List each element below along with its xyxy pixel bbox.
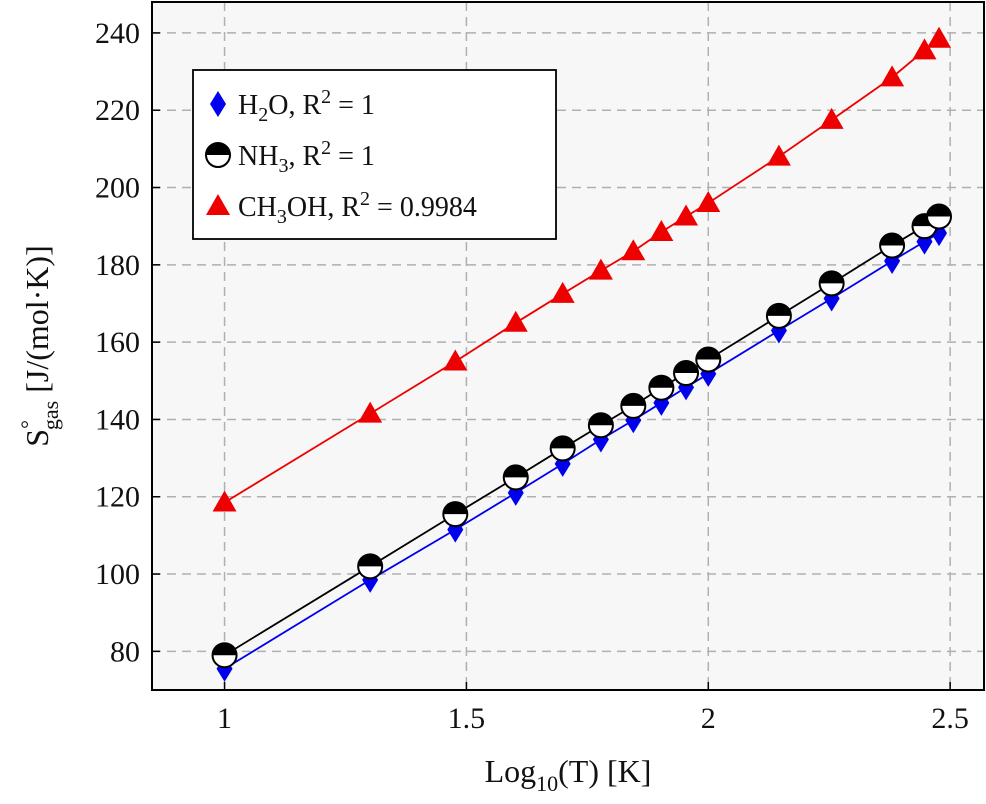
data-point [818,270,845,297]
data-point [357,553,384,580]
series-markers-1 [211,203,953,669]
data-point [695,346,722,373]
data-point [880,65,905,87]
data-point [212,490,237,512]
data-point [696,190,721,212]
x-tick-label: 1.5 [448,702,486,735]
y-tick-label: 220 [95,94,140,127]
legend-marker [206,194,230,215]
data-point [673,360,700,387]
data-point [620,392,647,419]
legend-label: NH3, R2 = 1 [238,137,375,177]
x-tick-label: 2.5 [931,702,969,735]
data-point [211,642,238,669]
data-point [588,258,613,280]
y-tick-label: 80 [110,635,140,668]
legend: H2O, R2 = 1 NH3, R2 = 1 CH3OH, R2 = 0.9984 [192,69,557,240]
x-axis-title: Log10(T) [K] [485,753,652,796]
data-point [549,435,576,462]
data-point [674,204,699,226]
data-point [503,310,528,332]
y-tick-label: 160 [95,326,140,359]
y-tick-label: 200 [95,172,140,205]
legend-label: CH3OH, R2 = 0.9984 [238,188,477,228]
data-point [648,374,675,401]
legend-item-2: CH3OH, R2 = 0.9984 [206,188,477,228]
data-point [765,302,792,329]
data-point [442,501,469,528]
y-axis-title: S°gas [J/(mol·K)] [16,245,63,446]
data-point [550,281,575,303]
data-point [443,349,468,371]
y-tick-label: 100 [95,558,140,591]
data-point [819,107,844,129]
legend-marker [210,91,226,117]
data-point [502,464,529,491]
x-tick-label: 1 [217,702,232,735]
data-point [766,144,791,166]
plot-frame [151,1,985,691]
legend-item-0: H2O, R2 = 1 [210,86,375,126]
data-point [879,232,906,259]
y-tick-label: 120 [95,481,140,514]
legend-item-1: NH3, R2 = 1 [205,137,375,177]
legend-marker [205,142,231,168]
data-point [649,219,674,241]
legend-box [192,69,557,240]
data-point [587,412,614,439]
data-point [912,38,937,60]
y-tick-label: 180 [95,249,140,282]
data-point [926,203,953,230]
data-point [927,26,952,48]
y-tick-label: 140 [95,403,140,436]
series-markers-2 [212,26,952,512]
data-point [621,239,646,261]
data-point [358,401,383,423]
x-tick-label: 2 [701,702,716,735]
y-tick-label: 240 [95,17,140,50]
